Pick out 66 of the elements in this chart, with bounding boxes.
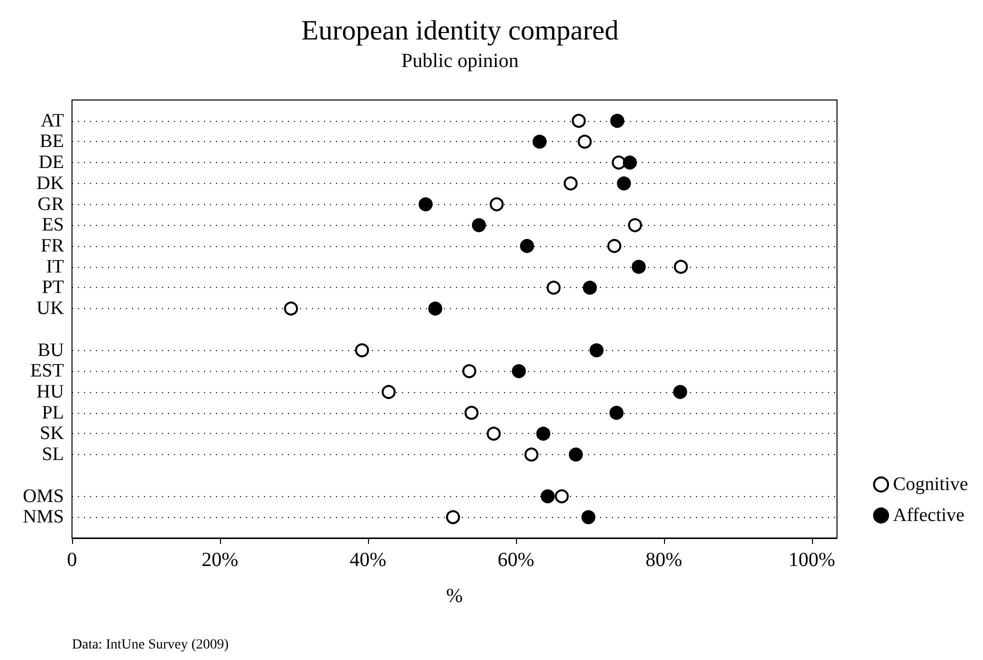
point bbox=[622, 156, 637, 170]
point bbox=[520, 239, 534, 253]
y-tick-label: SK bbox=[40, 423, 64, 444]
y-tick-label: FR bbox=[40, 236, 64, 256]
point bbox=[382, 385, 396, 399]
point bbox=[490, 197, 504, 212]
x-axis-title: % bbox=[446, 585, 463, 607]
y-tick-label: ES bbox=[42, 214, 64, 236]
y-tick-label: AT bbox=[40, 110, 64, 132]
legend-label: Cognitive bbox=[893, 474, 968, 495]
point bbox=[540, 489, 555, 504]
y-tick-label: SL bbox=[42, 444, 64, 466]
point bbox=[418, 197, 433, 212]
point bbox=[610, 406, 624, 420]
x-tick-label: 80% bbox=[646, 549, 682, 571]
point bbox=[464, 406, 479, 420]
y-tick-label: IT bbox=[46, 256, 64, 278]
point bbox=[546, 280, 561, 295]
text: Data: IntUne Survey (2009) bbox=[72, 638, 230, 652]
point bbox=[616, 176, 631, 190]
point bbox=[612, 156, 626, 170]
point bbox=[568, 448, 583, 462]
point bbox=[355, 343, 370, 358]
y-tick-label: HU bbox=[36, 382, 64, 402]
x-tick-label: 20% bbox=[202, 549, 238, 571]
y-tick-label: PT bbox=[42, 277, 64, 298]
y-tick-label: UK bbox=[36, 298, 64, 320]
point bbox=[578, 134, 592, 149]
point bbox=[590, 343, 604, 358]
point bbox=[462, 364, 476, 378]
y-tick-label: DE bbox=[38, 152, 64, 174]
point bbox=[512, 364, 526, 378]
point bbox=[572, 114, 586, 128]
point bbox=[284, 302, 298, 316]
point bbox=[524, 448, 538, 462]
point bbox=[554, 489, 569, 504]
point bbox=[673, 385, 688, 399]
point bbox=[632, 260, 646, 274]
x-tick-label: 40% bbox=[350, 549, 386, 571]
point bbox=[486, 426, 501, 441]
point bbox=[472, 218, 486, 232]
point bbox=[428, 302, 442, 316]
point bbox=[581, 510, 596, 524]
point bbox=[607, 239, 622, 253]
point bbox=[628, 218, 642, 232]
x-tick-label: 0 bbox=[67, 549, 77, 571]
legend-label: Affective bbox=[893, 505, 964, 526]
y-tick-label: GR bbox=[38, 194, 64, 215]
x-tick-label: 60% bbox=[498, 549, 534, 571]
y-tick-label: OMS bbox=[22, 486, 64, 507]
point bbox=[564, 176, 578, 190]
x-tick-label: 100% bbox=[788, 549, 836, 571]
y-tick-label: NMS bbox=[22, 506, 64, 528]
point bbox=[582, 280, 597, 295]
chart-subtitle: Public opinion bbox=[401, 50, 519, 72]
point bbox=[610, 114, 624, 128]
y-tick-label: EST bbox=[30, 360, 64, 382]
point bbox=[536, 426, 550, 441]
y-tick-label: BE bbox=[40, 131, 64, 152]
point bbox=[532, 134, 547, 149]
point bbox=[674, 260, 688, 274]
point bbox=[446, 510, 460, 524]
y-tick-label: PL bbox=[42, 402, 64, 424]
y-tick-label: BU bbox=[38, 340, 64, 361]
chart-title: European identity compared bbox=[301, 16, 619, 46]
y-tick-label: DK bbox=[36, 172, 64, 194]
